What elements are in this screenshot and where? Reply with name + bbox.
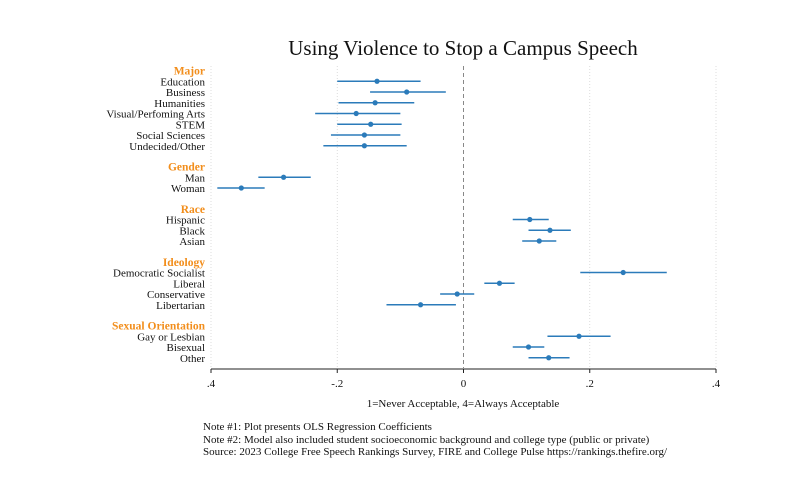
coefficient-point [525, 344, 532, 350]
coefficient-point [620, 269, 626, 276]
coefficient-point [527, 216, 533, 223]
coefficient-point [404, 89, 410, 95]
coefficient-point [454, 291, 460, 297]
footnotes: Note #1: Plot presents OLS Regression Co… [203, 421, 667, 459]
coefficient-point [238, 185, 244, 191]
row-label: Libertarian [156, 300, 205, 312]
coefficient-point [361, 143, 367, 149]
x-tick-label: .4 [712, 378, 721, 390]
row-label: Humanities [154, 98, 205, 110]
row-label: Visual/Perfoming Arts [106, 109, 205, 121]
coefficient-point [546, 355, 552, 361]
x-axis-label: 1=Never Acceptable, 4=Always Acceptable [367, 398, 560, 410]
coefficient-point [417, 302, 424, 308]
group-label: Gender [168, 162, 205, 174]
row-label: Education [160, 76, 205, 88]
row-label: Business [166, 87, 205, 99]
row-label: Gay or Lesbian [137, 331, 205, 343]
note-1: Note #1: Plot presents OLS Regression Co… [203, 421, 432, 433]
row-label: STEM [176, 119, 206, 131]
x-tick-label: .4 [207, 378, 216, 390]
row-label: Democratic Socialist [113, 268, 205, 280]
coefficient-point [280, 174, 287, 180]
row-label: Conservative [147, 289, 205, 301]
group-label: Major [174, 66, 205, 78]
coefficient-point [372, 100, 378, 106]
x-tick-label: .2 [586, 378, 594, 390]
group-label: Race [181, 204, 205, 216]
row-label: Hispanic [166, 215, 205, 227]
coefficient-point [547, 227, 553, 233]
group-label: Sexual Orientation [112, 321, 206, 333]
x-tick-label: -.2 [331, 378, 343, 390]
chart-title: Using Violence to Stop a Campus Speech [288, 36, 638, 60]
coefficient-point [536, 238, 542, 244]
source-note: Source: 2023 College Free Speech Ranking… [203, 446, 668, 459]
coefficient-point [576, 333, 582, 339]
row-label: Bisexual [167, 342, 206, 354]
coefficient-point [353, 110, 359, 117]
note-2: Note #2: Model also included student soc… [203, 433, 650, 446]
row-label: Woman [171, 183, 205, 195]
x-tick-label: 0 [461, 378, 467, 390]
grid-layer [210, 66, 717, 368]
coefficient-point [374, 78, 380, 84]
row-label: Social Sciences [136, 130, 205, 142]
coefficient-point [361, 132, 367, 138]
row-label: Liberal [173, 278, 205, 290]
row-label: Undecided/Other [129, 141, 205, 153]
x-axis: .4 -.2 0 .2 .4 [207, 368, 721, 390]
coefficient-point [368, 121, 374, 127]
row-label: Black [179, 225, 205, 237]
group-label: Ideology [163, 257, 205, 269]
row-label: Man [185, 172, 206, 184]
y-labels: MajorEducationBusinessHumanitiesVisual/P… [106, 66, 205, 365]
row-label: Other [180, 353, 205, 365]
row-label: Asian [179, 236, 205, 248]
coefficient-marks [217, 78, 667, 361]
coefficient-point [496, 280, 503, 286]
